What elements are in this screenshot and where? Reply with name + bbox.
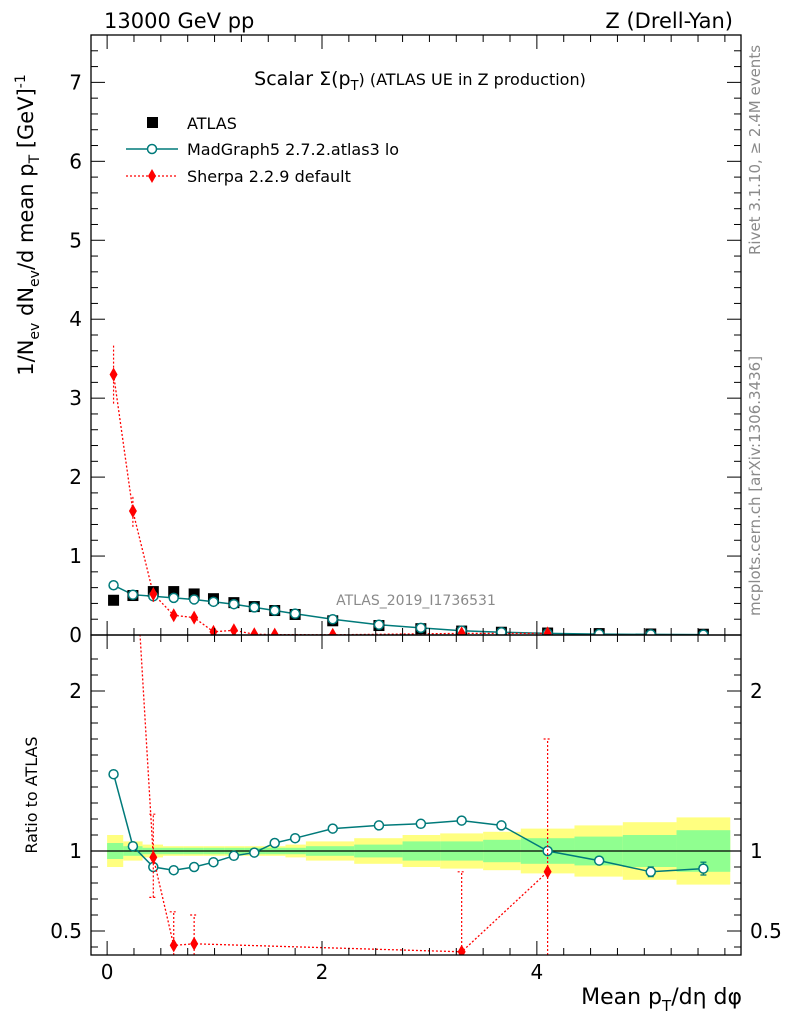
x-tick-label: 4 [531,960,544,984]
ratio-madgraph-point [698,863,709,874]
main-data-layer [108,345,709,635]
sherpa-data-point [209,624,218,635]
ratio-madgraph-point [228,850,240,862]
ratio-sherpa-point [149,850,158,865]
madgraph-data-point [593,628,605,635]
x-tick-label: 2 [316,960,329,984]
x-axis-label: Mean pT/dη dφ [581,985,742,1015]
ratio-madgraph-point [127,840,139,852]
madgraph-data-point [289,608,301,619]
madgraph-data-point [496,626,507,635]
ratio-y-tick-label: 1 [69,839,82,863]
madgraph-data-point [269,605,280,616]
ratio-madgraph-point [496,820,507,831]
ratio-madgraph-point [373,820,385,831]
madgraph-data-point [127,589,139,600]
main-y-tick-label: 5 [69,228,82,252]
ratio-y-tick-label: 2 [69,679,82,703]
sherpa-data-point [190,610,199,625]
ratio-panel: 0.5 0.5 1 1 2 2 0 2 4 Ratio to ATLAS Mean pT/dη … [22,634,782,1015]
main-y-axis-label: 1/Nev dNev/d mean pT [GeV]-1 [13,74,43,375]
main-y-tick-label: 7 [69,70,82,94]
legend-madgraph-label: MadGraph5 2.7.2.atlas3 lo [187,140,399,159]
ratio-madgraph-point [415,818,427,830]
madgraph-data-point [327,613,338,625]
main-axis-ticks: 0 1 2 3 4 5 6 7 [69,35,741,647]
ratio-madgraph-point [593,855,605,866]
madgraph-data-point [415,622,427,634]
ratio-y-axis-label: Ratio to ATLAS [22,736,41,853]
ratio-y-tick-label-right: 1 [750,839,763,863]
ratio-y-tick-label-right: 2 [750,679,763,703]
mcplots-label: mcplots.cern.ch [arXiv:1306.3436] [746,356,764,616]
ratio-sherpa-point [169,938,178,953]
chart-title: Scalar Σ(pT) (ATLAS UE in Z production) [254,68,586,94]
sherpa-data-point [169,608,178,623]
main-y-tick-label: 0 [69,623,82,647]
madgraph-data-point [373,619,385,630]
ratio-madgraph-point [108,768,119,780]
main-y-tick-label: 4 [69,307,82,331]
legend: ATLAS MadGraph5 2.7.2.atlas3 lo Sherpa 2… [126,114,399,186]
legend-atlas-label: ATLAS [187,114,237,133]
legend-sherpa-label: Sherpa 2.2.9 default [187,167,351,186]
sherpa-line [112,374,548,635]
ratio-madgraph-point [289,832,301,844]
main-y-tick-label: 2 [69,465,82,489]
main-y-tick-label: 1 [69,544,82,568]
sherpa-data-point [109,367,118,382]
ratio-frame [90,634,742,956]
ratio-sherpa-point [190,936,199,951]
sherpa-data-point [250,627,259,635]
energy-label: 13000 GeV pp [104,9,254,33]
main-panel: 0 1 2 3 4 5 6 7 Scalar Σ(pT) (ATLAS UE in Z pro… [13,34,742,647]
legend-madgraph-marker [146,143,158,155]
ratio-madgraph-point [645,866,657,878]
sherpa-data-point [270,627,279,635]
sherpa-data-point [457,626,466,635]
legend-sherpa-marker [148,169,156,183]
madgraph-data-point [188,594,200,605]
atlas-data-point [108,594,120,606]
ratio-madgraph-point [188,861,200,873]
ratio-madgraph-point [269,837,280,849]
analysis-watermark: ATLAS_2019_I1736531 [336,593,496,609]
ratio-madgraph-point [208,856,219,868]
ratio-madgraph-point [327,823,338,834]
main-y-tick-label: 6 [69,149,82,173]
madgraph-data-point [168,592,179,604]
ratio-axis-ticks: 0.5 0.5 1 1 2 2 0 2 4 [50,635,782,984]
x-tick-label: 0 [101,960,114,984]
legend-atlas-marker [147,117,158,128]
madgraph-data-point [249,602,260,613]
process-label: Z (Drell-Yan) [605,9,733,33]
sherpa-data-point [128,504,137,519]
madgraph-data-point [228,598,240,610]
sherpa-data-point [149,586,158,601]
ratio-madgraph-point [168,864,179,876]
main-y-tick-label: 3 [69,386,82,410]
ratio-sherpa-point [457,944,466,955]
ratio-data-layer [91,635,741,955]
sherpa-data-point [543,626,552,635]
atlas-data-point [168,586,180,598]
sherpa-data-point [229,623,238,635]
rivet-label: Rivet 3.1.10, ≥ 2.4M events [746,45,764,255]
ratio-y-tick-label-right: 0.5 [750,919,782,943]
ratio-sherpa-point [543,864,552,879]
ratio-y-tick-label: 0.5 [50,919,82,943]
sherpa-data-point [328,627,337,635]
madgraph-data-point [108,580,119,591]
ratio-madgraph-point [456,815,467,826]
atlas-data-point [188,588,200,600]
ratio-madgraph-point [249,847,260,858]
madgraph-data-point [208,596,219,608]
